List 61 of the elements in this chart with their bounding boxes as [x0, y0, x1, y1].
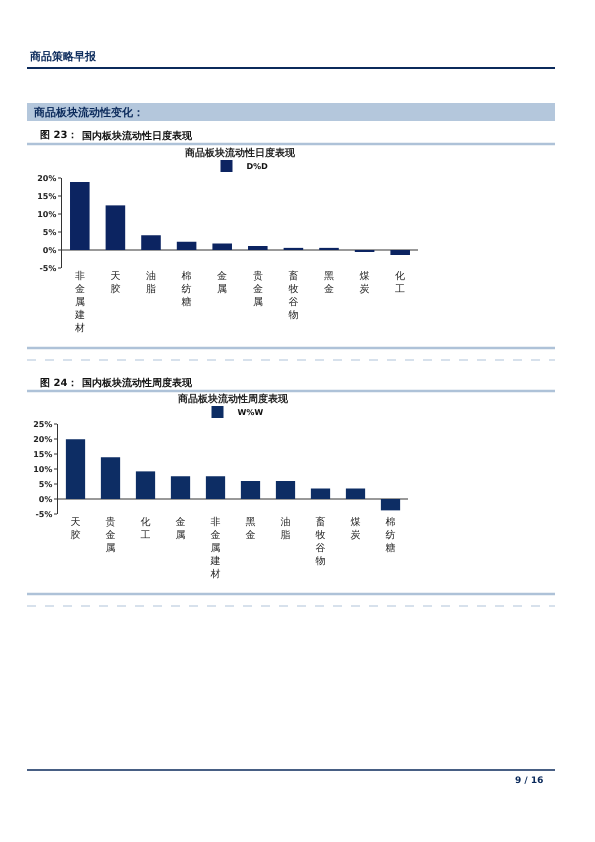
x-tick-label: 黑金: [324, 271, 334, 295]
y-tick-label: 10%: [33, 464, 52, 474]
x-tick-label: 贵金属: [252, 270, 263, 308]
bar: [141, 235, 161, 250]
bar: [70, 182, 90, 250]
x-tick-label: 天胶: [110, 271, 120, 295]
x-tick-label: 贵金属: [106, 516, 116, 554]
bar: [390, 250, 410, 256]
y-tick-label: 15%: [37, 192, 56, 201]
x-tick-label: 黑金: [246, 517, 256, 541]
legend-label: D%D: [246, 162, 268, 172]
y-tick-label: 15%: [33, 450, 52, 459]
x-tick-label: 非金属建材: [74, 270, 85, 334]
chart-title: 商品板块流动性日度表现: [184, 147, 296, 159]
bar: [170, 476, 190, 499]
bar: [66, 439, 86, 499]
x-tick-label: 金属: [176, 516, 186, 541]
x-tick-label: 棉纺糖: [182, 270, 192, 308]
bar: [136, 471, 156, 499]
x-tick-label: 化工: [140, 516, 150, 541]
text: 国内板块流动性周度表现: [82, 377, 193, 389]
caption: 图 24：: [40, 378, 78, 389]
legend-label: W%W: [238, 408, 264, 418]
y-tick-label: 20%: [37, 174, 56, 183]
text: 9 / 16: [515, 776, 544, 786]
bar: [100, 457, 120, 499]
bar: [106, 205, 126, 250]
y-tick-label: 5%: [38, 480, 52, 489]
bar: [248, 246, 268, 250]
y-tick-label: -5%: [35, 510, 52, 519]
bar: [212, 244, 232, 250]
x-tick-label: 化工: [395, 270, 406, 295]
bar: [240, 481, 260, 499]
x-tick-label: 煤炭: [360, 270, 370, 295]
chart-title: 商品板块流动性周度表现: [177, 393, 289, 405]
x-tick-label: 金属: [217, 270, 228, 295]
text: 商品策略早报: [29, 50, 97, 63]
x-tick-label: 煤炭: [350, 516, 360, 541]
y-tick-label: 10%: [37, 210, 56, 219]
bar: [206, 476, 226, 499]
y-tick-label: 25%: [33, 420, 52, 429]
x-tick-label: 油脂: [280, 516, 290, 541]
y-tick-label: 20%: [33, 434, 52, 444]
y-tick-label: -5%: [39, 264, 56, 273]
y-tick-label: 5%: [42, 228, 56, 237]
x-tick-label: 非金属建材: [210, 516, 220, 580]
x-tick-label: 天胶: [70, 517, 80, 541]
y-tick-label: 0%: [42, 246, 56, 255]
x-tick-label: 油脂: [146, 270, 156, 295]
x-tick-label: 棉纺糖: [386, 516, 396, 554]
x-tick-label: 畜牧谷物: [288, 270, 298, 321]
text: 国内板块流动性日度表现: [82, 130, 193, 142]
text: 商品板块流动性变化：: [33, 106, 144, 119]
caption: 图 23：: [40, 130, 78, 141]
bar: [310, 488, 330, 499]
x-tick-label: 畜牧谷物: [316, 516, 326, 567]
bar: [176, 242, 196, 250]
bar: [380, 499, 400, 510]
bar: [346, 488, 366, 499]
bar: [276, 481, 296, 499]
y-tick-label: 0%: [38, 494, 52, 504]
